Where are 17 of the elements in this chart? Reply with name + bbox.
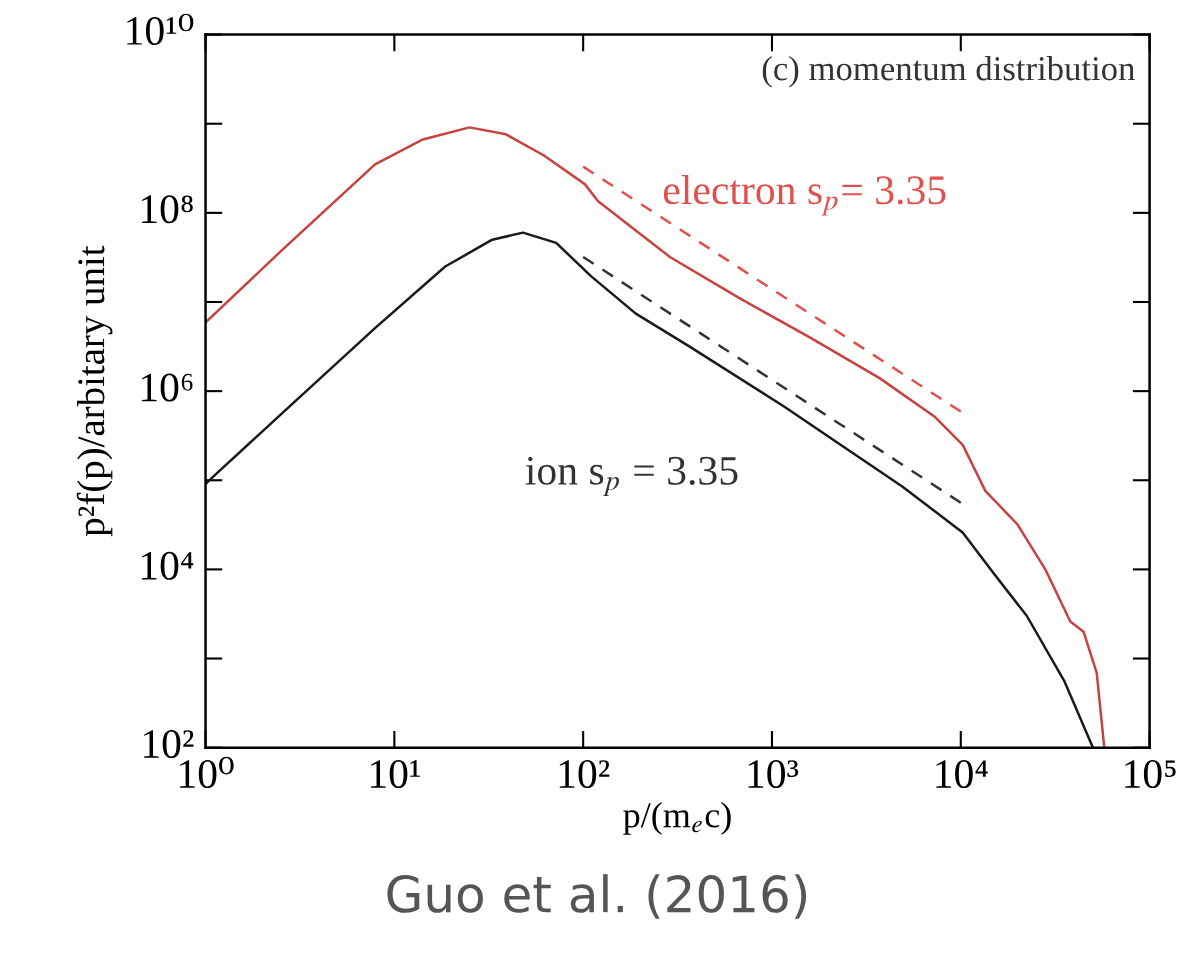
series-label: ion s$_{p}$ = 3.35 — [525, 456, 738, 496]
y-tick-label: 10⁴ — [141, 551, 194, 580]
x-tick-label: 10⁴ — [936, 759, 988, 789]
x-tick-label: 10³ — [748, 759, 799, 789]
text: Guo et al. (2016) — [387, 874, 807, 919]
y-tick-label: 10² — [143, 729, 194, 759]
series-label: electron s$_{p}$= 3.35 — [663, 174, 946, 216]
x-axis-title: p/(m$_{e}$c) — [623, 802, 731, 835]
y-tick-label: 10⁸ — [141, 195, 193, 224]
y-axis-title: p²f(p)/arbitary unit — [76, 245, 113, 537]
y-tick-label: 10¹⁰ — [127, 13, 194, 46]
x-tick-label: 10⁵ — [1125, 759, 1176, 789]
x-tick-label: 10⁰ — [180, 756, 234, 789]
x-tick-label: 10¹ — [370, 759, 420, 789]
annotation: (c) momentum distribution — [762, 55, 1135, 88]
y-tick-label: 10⁶ — [141, 373, 193, 402]
x-tick-label: 10² — [559, 759, 610, 789]
